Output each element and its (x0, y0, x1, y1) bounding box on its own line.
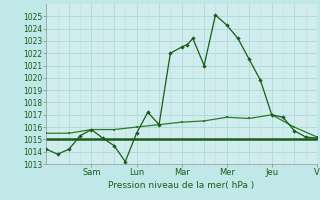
X-axis label: Pression niveau de la mer( hPa ): Pression niveau de la mer( hPa ) (108, 181, 255, 190)
